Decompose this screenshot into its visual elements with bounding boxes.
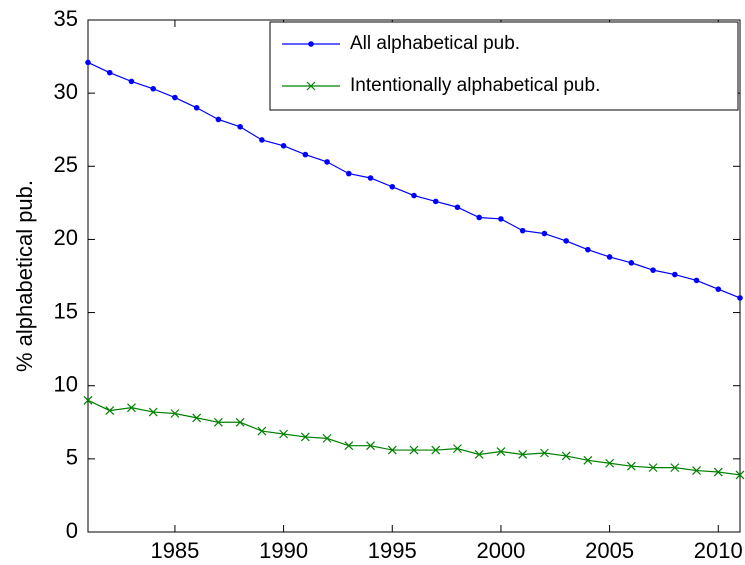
marker: [148, 407, 158, 417]
marker: [300, 432, 310, 442]
y-tick-label: 5: [66, 445, 78, 470]
marker: [366, 441, 375, 451]
marker: [585, 246, 591, 253]
marker: [541, 230, 548, 237]
marker: [539, 448, 549, 458]
marker: [213, 417, 223, 427]
marker: [215, 116, 222, 123]
marker: [324, 159, 330, 165]
marker: [257, 426, 267, 436]
marker: [367, 175, 374, 181]
marker: [561, 451, 571, 461]
marker: [519, 227, 526, 234]
marker: [259, 137, 265, 143]
plot-area: [87, 19, 741, 533]
marker: [650, 267, 656, 273]
x-tick-label: 2010: [694, 538, 743, 563]
marker: [498, 216, 504, 222]
marker: [235, 417, 245, 427]
marker: [192, 413, 202, 423]
marker: [672, 271, 678, 278]
marker: [127, 403, 136, 413]
marker: [411, 192, 417, 199]
y-tick-label: 0: [66, 518, 78, 543]
marker: [128, 78, 135, 85]
marker: [518, 450, 528, 459]
marker: [193, 104, 200, 111]
marker: [693, 277, 700, 284]
y-tick-label: 35: [54, 6, 78, 31]
marker: [170, 409, 180, 418]
legend-box: [269, 21, 739, 111]
marker: [389, 183, 396, 190]
marker: [322, 433, 332, 443]
marker: [453, 444, 462, 454]
marker: [628, 260, 635, 266]
marker: [715, 286, 722, 292]
marker: [387, 445, 397, 455]
y-axis-label: % alphabetical pub.: [12, 180, 37, 372]
marker: [172, 94, 178, 101]
marker: [648, 463, 658, 473]
legend-label: All alphabetical pub.: [350, 33, 520, 54]
marker: [454, 204, 461, 211]
y-tick-label: 10: [54, 372, 78, 397]
marker: [279, 429, 289, 439]
marker: [432, 198, 439, 205]
marker: [737, 295, 743, 301]
legend-marker: [308, 41, 314, 47]
y-tick-label: 25: [54, 152, 78, 177]
marker: [692, 466, 701, 475]
marker: [302, 151, 309, 158]
marker: [105, 406, 115, 416]
marker: [606, 254, 613, 260]
marker: [496, 447, 506, 456]
x-tick-label: 1995: [368, 538, 417, 563]
marker: [85, 59, 91, 66]
x-tick-label: 1990: [259, 538, 308, 563]
marker: [670, 463, 680, 473]
marker: [280, 143, 287, 149]
marker: [474, 450, 484, 459]
y-tick-label: 30: [54, 79, 78, 104]
marker: [237, 123, 243, 130]
legend-label: Intentionally alphabetical pub.: [350, 75, 600, 96]
marker: [431, 445, 441, 455]
y-tick-label: 15: [54, 298, 78, 323]
marker: [605, 458, 615, 468]
x-tick-label: 2005: [585, 538, 634, 563]
marker: [563, 238, 569, 244]
marker: [626, 461, 636, 471]
x-tick-label: 2000: [476, 538, 525, 563]
marker: [106, 69, 113, 76]
marker: [83, 395, 93, 405]
marker: [346, 170, 352, 177]
marker: [150, 85, 156, 92]
marker: [344, 441, 354, 451]
x-tick-label: 1985: [150, 538, 199, 563]
marker: [476, 214, 483, 221]
marker: [583, 455, 593, 465]
marker: [735, 470, 745, 480]
y-tick-label: 20: [54, 225, 78, 250]
marker: [713, 467, 723, 477]
marker: [409, 445, 419, 455]
legend-marker: [306, 81, 316, 91]
